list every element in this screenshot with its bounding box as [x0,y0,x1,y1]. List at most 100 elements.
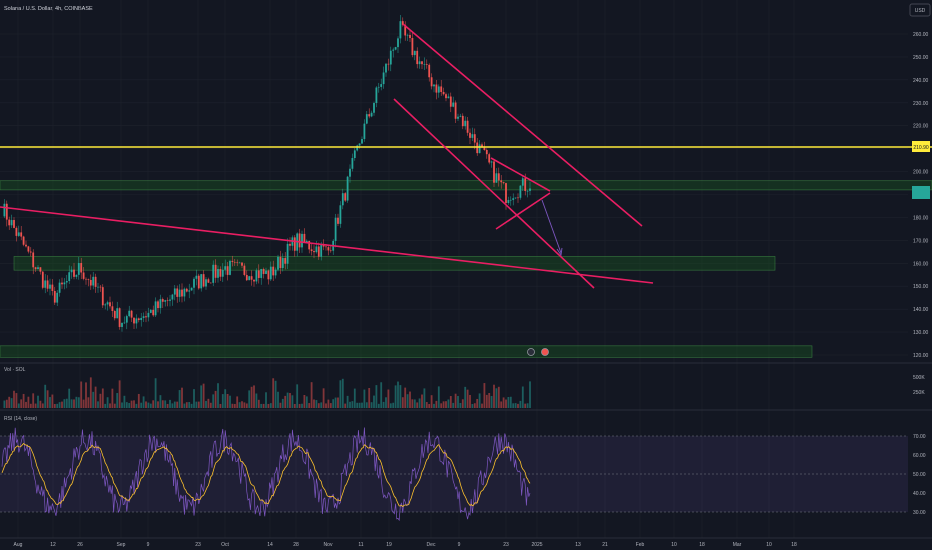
price-tick-label: 220.00 [913,124,929,130]
candle-body [87,279,90,280]
volume-bar [293,403,296,408]
candle-body [305,240,308,243]
volume-bar [517,403,519,408]
candle-body [315,246,318,253]
volume-bar [413,399,416,408]
candle-body [373,103,375,113]
volume-bar [370,402,373,408]
candle-body [507,200,510,203]
candle-body [118,308,121,327]
candle-body [358,143,361,146]
candle-body [387,63,390,65]
volume-bar [404,387,407,408]
channel-lower-line[interactable] [393,98,595,289]
candle-body [349,168,351,177]
candle-body [461,115,464,127]
volume-bar [147,402,150,408]
candle-body [113,310,116,319]
candle-body [221,269,224,277]
candle-body [385,63,387,73]
volume-bar [421,394,423,408]
candle-body [159,299,162,309]
time-axis[interactable]: Aug 12 26 Sep 9 23 Oct 14 28 Nov 11 19 Dec 9 23 2025 13 2… [14,542,797,548]
time-tick-label: Aug [14,542,23,548]
wedge-lower-line[interactable] [495,192,551,230]
volume-bar [243,402,246,408]
candle-body [217,269,219,278]
time-tick-label: 26 [77,542,83,548]
time-tick-label: 12 [50,542,56,548]
candle-body [94,276,97,287]
support-zone[interactable] [13,256,776,271]
support-zone[interactable] [0,345,813,358]
volume-bar [135,403,138,408]
volume-bar [401,397,404,408]
volume-bar [188,402,191,408]
volume-bar [171,403,174,408]
dividend-marker-icon[interactable] [541,348,549,356]
long-descending-trendline[interactable] [0,206,654,284]
candle-body [440,86,443,92]
candle-body [99,286,102,288]
candle-body [430,77,433,87]
candle-body [183,288,186,297]
candle-body [529,188,531,191]
candle-body [111,306,114,311]
volume-bar [483,383,486,408]
wedge-upper-line[interactable] [490,157,551,192]
candle-body [334,217,337,241]
candle-body [171,294,174,300]
candle-body [284,258,287,264]
candle-body [41,271,44,288]
volume-bar [315,400,318,408]
volume-bar [130,400,133,408]
volume-bar [80,381,83,408]
volume-bar [442,401,445,408]
candle-body [22,236,25,245]
volume-bar [317,403,320,408]
candle-body [521,178,524,186]
volume-bar [310,382,313,408]
candle-body [73,269,75,277]
volume-bar [65,398,68,408]
level-price-label: 210.90 [913,145,929,151]
candle-body [154,301,157,316]
currency-badge[interactable] [909,3,931,17]
candle-body [353,150,356,159]
candle-body [161,299,164,302]
candle-body [248,276,251,281]
volume-bar [205,400,207,408]
volume-bar [469,394,471,408]
candle-body [133,317,135,324]
candle-body [262,268,265,274]
candle-body [310,249,313,252]
event-marker-icon[interactable] [527,348,535,356]
candle-body [274,269,277,276]
candle-body [29,251,32,253]
volume-bar [176,401,179,408]
candle-body [301,233,303,248]
rsi-tick-label: 50.00 [913,472,926,478]
candle-body [130,310,133,318]
channel-upper-line[interactable] [402,23,643,227]
candle-body [409,34,411,39]
volume-bar [181,387,183,408]
volume-bar [341,378,344,408]
volume-bar [236,396,239,408]
volume-bar [183,403,186,408]
volume-bar [128,403,131,408]
candle-body [214,264,217,278]
time-tick-label: 9 [458,542,461,548]
time-tick-label: 9 [147,542,150,548]
candle-body [442,91,445,95]
volume-bar [490,396,493,408]
volume-bar [92,391,95,408]
support-zone[interactable] [0,180,932,191]
volume-bar [209,402,212,408]
trend-drawings[interactable] [0,23,932,289]
candle-body [363,123,366,140]
volume-bar [39,400,42,408]
projection-arrow[interactable] [541,199,562,254]
candle-body [147,312,150,318]
